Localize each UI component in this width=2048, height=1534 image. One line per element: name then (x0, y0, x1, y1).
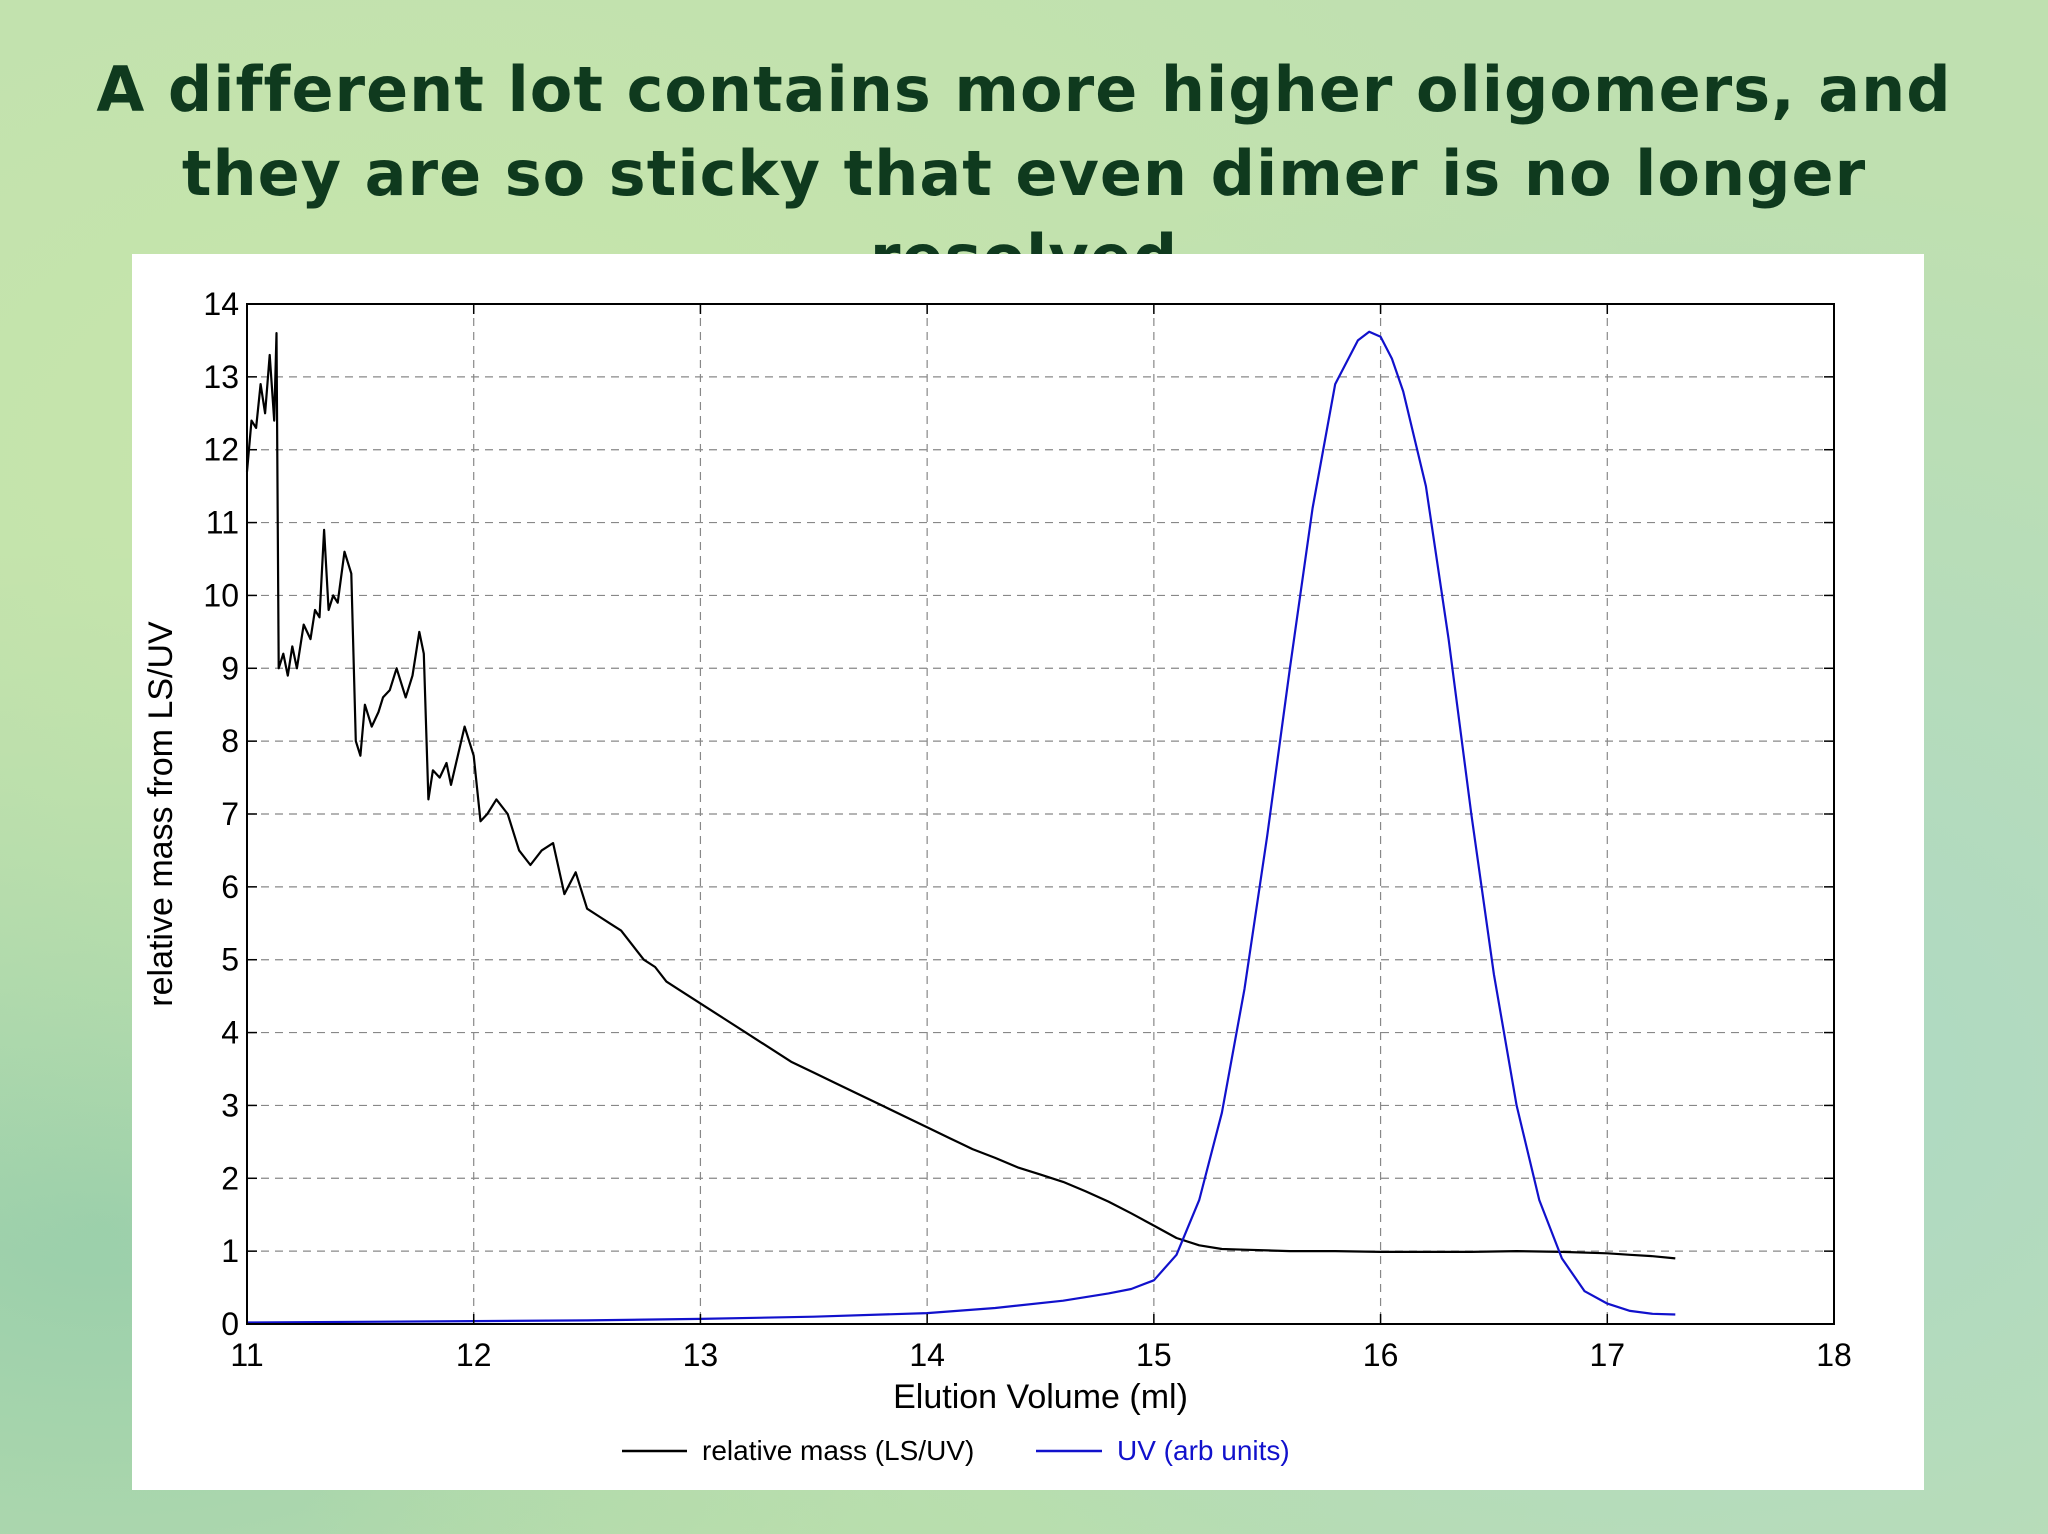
y-tick-label: 2 (221, 1160, 239, 1196)
legend: relative mass (LS/UV) UV (arb units) (622, 1435, 1290, 1466)
series-line-relative-mass (245, 331, 1676, 1260)
x-tick-label: 11 (230, 1337, 263, 1373)
x-tick-label: 17 (1589, 1337, 1625, 1373)
legend-label-uv: UV (arb units) (1117, 1435, 1290, 1466)
x-tick-label: 15 (1136, 1337, 1172, 1373)
y-tick-label: 7 (221, 796, 239, 832)
slide-title: A different lot contains more higher oli… (96, 53, 1952, 294)
y-tick-label: 13 (203, 359, 239, 395)
x-tick-label: 13 (683, 1337, 719, 1373)
y-tick-label: 14 (203, 286, 239, 322)
legend-label-relative-mass: relative mass (LS/UV) (702, 1435, 974, 1466)
y-axis-label: relative mass from LS/UV (142, 621, 180, 1007)
y-tick-label: 9 (221, 650, 239, 686)
y-tick-label: 6 (221, 869, 239, 905)
y-tick-label: 8 (221, 723, 239, 759)
y-tick-label: 11 (206, 505, 239, 541)
series-layer (245, 330, 1676, 1324)
y-tick-label: 12 (203, 432, 239, 468)
grid-layer (247, 304, 1834, 1324)
y-tick-label: 10 (203, 577, 239, 613)
y-tick-label: 3 (221, 1087, 239, 1123)
series-line-uv (246, 330, 1676, 1324)
y-tick-label: 5 (221, 942, 239, 978)
y-tick-label: 0 (221, 1306, 239, 1342)
x-tick-label: 16 (1363, 1337, 1399, 1373)
x-tick-label: 18 (1816, 1337, 1852, 1373)
x-axis-label: Elution Volume (ml) (893, 1378, 1188, 1416)
x-tick-label: 12 (456, 1337, 492, 1373)
x-tick-label: 14 (909, 1337, 945, 1373)
chart-panel: 11 12 13 14 15 16 17 18 0 1 2 3 4 5 6 7 8 9 10 11 12 13 14 Elu… (132, 254, 1924, 1490)
y-tick-label: 4 (221, 1015, 239, 1051)
y-tick-label: 1 (221, 1233, 239, 1269)
